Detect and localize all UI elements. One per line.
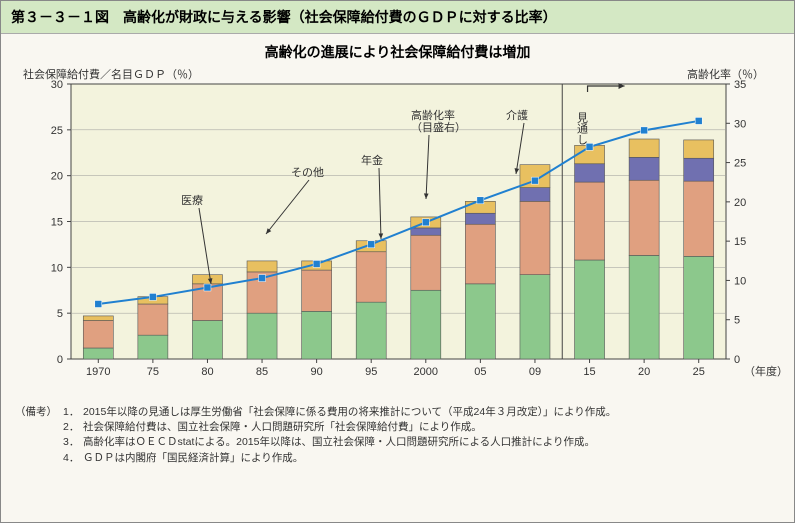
svg-text:社会保障給付費／名目ＧＤＰ（％）: 社会保障給付費／名目ＧＤＰ（％） [23,67,199,81]
figure-container: 第３－３－１図 高齢化が財政に与える影響（社会保障給付費のＧＤＰに対する比率） … [0,0,795,523]
svg-text:5: 5 [57,308,63,320]
svg-text:15: 15 [51,217,63,229]
svg-text:（目盛右）: （目盛右） [411,120,466,134]
footnote-label: （備考） [15,405,63,466]
svg-text:80: 80 [201,366,213,378]
svg-text:25: 25 [51,125,63,137]
footnote-text: 2015年以降の見通しは厚生労働省「社会保障に係る費用の将来推計について（平成2… [83,405,780,420]
svg-text:2000: 2000 [414,366,438,378]
svg-text:見通し: 見通し [576,112,589,145]
svg-text:5: 5 [734,315,740,327]
footnote-num: 2． [63,420,83,435]
figure-subtitle: 高齢化の進展により社会保障給付費は増加 [1,42,794,62]
svg-text:30: 30 [734,118,746,130]
svg-text:09: 09 [529,366,541,378]
svg-text:15: 15 [734,236,746,248]
svg-text:高齢化率: 高齢化率 [411,108,455,122]
chart-area: 社会保障給付費／名目ＧＤＰ（％）高齢化率（％）05101520253005101… [11,64,784,399]
svg-text:30: 30 [51,79,63,91]
svg-text:20: 20 [638,366,650,378]
svg-text:85: 85 [256,366,268,378]
footnote-num: 1． [63,405,83,420]
footnote-num: 3． [63,435,83,450]
footnote-text: 社会保障給付費は、国立社会保障・人口問題研究所「社会保障給付費」により作成。 [83,420,780,435]
svg-text:医療: 医療 [181,193,203,207]
svg-text:25: 25 [734,158,746,170]
svg-text:介護: 介護 [506,108,528,122]
svg-text:90: 90 [311,366,323,378]
svg-text:その他: その他 [291,166,324,179]
svg-text:20: 20 [734,197,746,209]
svg-text:05: 05 [474,366,486,378]
figure-header: 第３－３－１図 高齢化が財政に与える影響（社会保障給付費のＧＤＰに対する比率） [1,1,794,34]
svg-text:10: 10 [734,275,746,287]
svg-text:0: 0 [734,354,740,366]
footnote-text: ＧＤＰは内閣府「国民経済計算」により作成。 [83,451,780,466]
svg-text:1970: 1970 [86,366,110,378]
footnotes: （備考） 1．2015年以降の見通しは厚生労働省「社会保障に係る費用の将来推計に… [1,399,794,474]
footnote-num: 4． [63,451,83,466]
svg-text:0: 0 [57,354,63,366]
svg-text:95: 95 [365,366,377,378]
svg-text:15: 15 [583,366,595,378]
chart-svg: 社会保障給付費／名目ＧＤＰ（％）高齢化率（％）05101520253005101… [11,64,786,394]
svg-text:10: 10 [51,262,63,274]
svg-text:25: 25 [693,366,705,378]
svg-text:高齢化率（％）: 高齢化率（％） [687,67,764,81]
svg-text:35: 35 [734,79,746,91]
svg-text:年金: 年金 [361,153,383,167]
svg-text:20: 20 [51,171,63,183]
svg-text:75: 75 [147,366,159,378]
footnote-text: 高齢化率はＯＥＣＤstatによる。2015年以降は、国立社会保障・人口問題研究所… [83,435,780,450]
svg-text:（年度）: （年度） [744,364,786,378]
